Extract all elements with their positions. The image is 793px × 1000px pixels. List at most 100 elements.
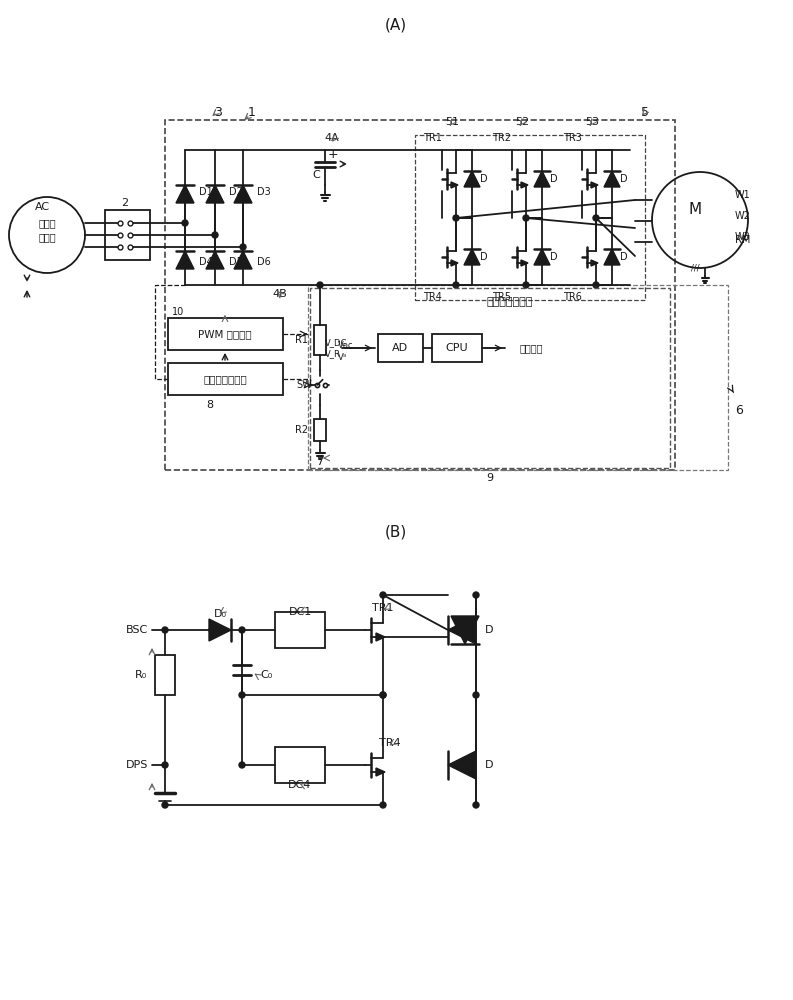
Text: 53: 53 [585, 117, 599, 127]
Text: TR4: TR4 [379, 738, 400, 748]
Circle shape [239, 762, 245, 768]
Text: TR3: TR3 [562, 133, 581, 143]
Text: W3: W3 [735, 232, 751, 242]
Text: TR4: TR4 [423, 292, 442, 302]
Polygon shape [448, 751, 476, 779]
Polygon shape [604, 171, 620, 187]
Text: D: D [485, 760, 493, 770]
Text: R1: R1 [295, 335, 308, 345]
Text: 5: 5 [641, 105, 649, 118]
Text: (A): (A) [385, 17, 407, 32]
Text: Vᴲ: Vᴲ [338, 354, 347, 362]
Text: 7: 7 [316, 457, 324, 467]
Text: C₀: C₀ [260, 670, 272, 680]
Polygon shape [234, 185, 252, 203]
Circle shape [523, 282, 529, 288]
Text: M: M [688, 202, 702, 218]
Polygon shape [464, 171, 480, 187]
Bar [308, 285, 728, 470]
Text: D3: D3 [257, 187, 270, 197]
Text: TR5: TR5 [492, 292, 511, 302]
Text: AC: AC [35, 202, 50, 212]
Polygon shape [521, 260, 528, 266]
Text: D1: D1 [199, 187, 213, 197]
Circle shape [453, 215, 459, 221]
Circle shape [380, 692, 386, 698]
Text: 8: 8 [206, 400, 213, 410]
Circle shape [162, 762, 168, 768]
Circle shape [380, 802, 386, 808]
Polygon shape [451, 260, 458, 266]
Polygon shape [451, 616, 479, 644]
Text: 51: 51 [445, 117, 459, 127]
Text: SW: SW [297, 380, 312, 390]
Circle shape [162, 627, 168, 633]
Bar [415, 135, 645, 300]
Text: 1: 1 [248, 105, 256, 118]
Text: C: C [312, 170, 320, 180]
Circle shape [240, 244, 246, 250]
Polygon shape [206, 251, 224, 269]
Bar [168, 363, 283, 395]
Text: 4A: 4A [324, 133, 339, 143]
Text: 9: 9 [486, 473, 493, 483]
Text: R₀: R₀ [135, 670, 147, 680]
Text: TR1: TR1 [372, 603, 394, 613]
Text: RM: RM [735, 235, 750, 245]
Text: 52: 52 [515, 117, 529, 127]
Polygon shape [451, 182, 458, 188]
Circle shape [239, 627, 245, 633]
Text: DC4: DC4 [289, 780, 312, 790]
Text: D5: D5 [229, 257, 243, 267]
Text: D: D [550, 174, 557, 184]
Bar [155, 655, 175, 695]
Circle shape [182, 220, 188, 226]
Text: DPS: DPS [125, 760, 148, 770]
Text: 绝缘电阻: 绝缘电阻 [520, 343, 543, 353]
Circle shape [162, 802, 168, 808]
Text: 流电源: 流电源 [38, 232, 56, 242]
Bar [314, 325, 326, 355]
Bar [432, 334, 482, 362]
Text: D: D [620, 174, 627, 184]
Text: 2: 2 [121, 198, 128, 208]
Bar [314, 419, 326, 441]
Circle shape [523, 215, 529, 221]
Text: D: D [480, 252, 488, 262]
Text: DC1: DC1 [289, 607, 312, 617]
Circle shape [453, 282, 459, 288]
Text: ///: /// [691, 263, 699, 272]
Polygon shape [176, 251, 194, 269]
Circle shape [209, 627, 215, 633]
Text: D: D [480, 174, 488, 184]
Text: D2: D2 [229, 187, 243, 197]
Text: Vᴅᴄ: Vᴅᴄ [338, 340, 354, 350]
Text: 绝缘电阻检测部: 绝缘电阻检测部 [487, 297, 533, 307]
Text: 检测动作控制部: 检测动作控制部 [203, 374, 247, 384]
Circle shape [317, 282, 323, 288]
Text: +: + [328, 148, 339, 161]
Polygon shape [591, 260, 598, 266]
Polygon shape [209, 619, 231, 641]
Text: 6: 6 [735, 403, 743, 416]
Text: W1: W1 [735, 190, 751, 200]
Polygon shape [176, 185, 194, 203]
Text: W2: W2 [735, 211, 751, 221]
Text: 4B: 4B [273, 289, 287, 299]
Polygon shape [206, 185, 224, 203]
Bar [378, 334, 423, 362]
Text: D6: D6 [257, 257, 270, 267]
Text: PWM 控制电路: PWM 控制电路 [198, 329, 252, 339]
Text: D: D [485, 625, 493, 635]
Polygon shape [591, 182, 598, 188]
Polygon shape [521, 182, 528, 188]
Polygon shape [448, 616, 476, 644]
Circle shape [593, 215, 599, 221]
Text: D: D [620, 252, 627, 262]
Polygon shape [464, 249, 480, 265]
Bar [105, 210, 150, 260]
Circle shape [380, 692, 386, 698]
Polygon shape [376, 768, 385, 776]
Text: (B): (B) [385, 524, 407, 540]
Circle shape [212, 232, 218, 238]
